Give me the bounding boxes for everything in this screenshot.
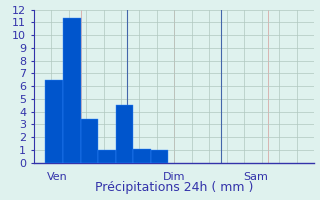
Bar — [133, 149, 151, 163]
Bar — [151, 150, 168, 163]
Text: Ven: Ven — [47, 172, 68, 182]
Bar — [63, 18, 81, 163]
Bar — [81, 119, 98, 163]
X-axis label: Précipitations 24h ( mm ): Précipitations 24h ( mm ) — [95, 181, 253, 194]
Bar — [98, 150, 116, 163]
Text: Sam: Sam — [244, 172, 268, 182]
Bar — [116, 105, 133, 163]
Bar — [45, 80, 63, 163]
Text: Dim: Dim — [163, 172, 185, 182]
